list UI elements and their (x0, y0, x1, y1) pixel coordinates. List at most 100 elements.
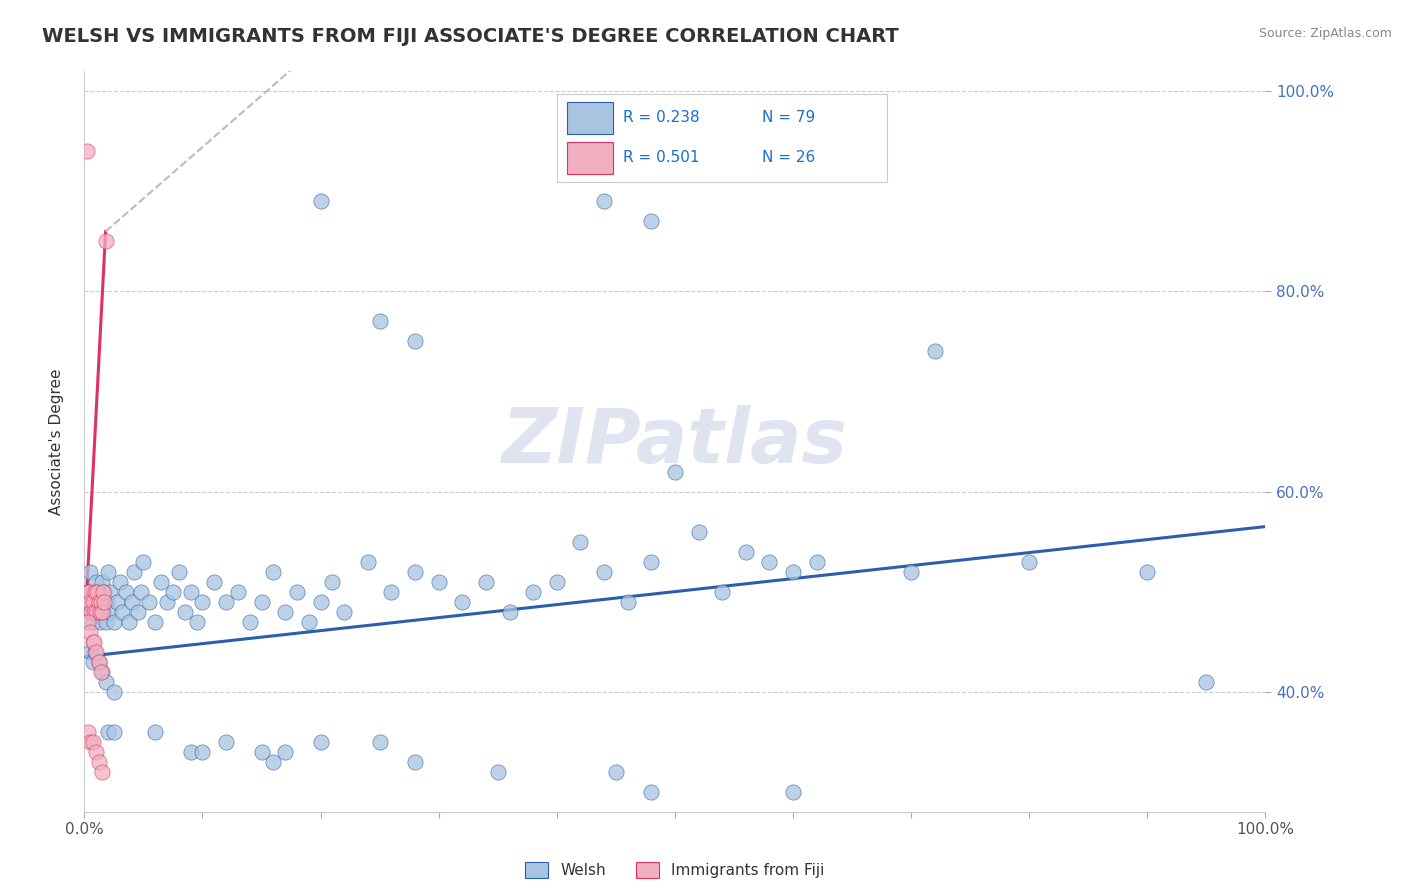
Point (77, 615, 100, 629)
Point (309, 594, 332, 608)
Text: WELSH VS IMMIGRANTS FROM FIJI ASSOCIATE'S DEGREE CORRELATION CHART: WELSH VS IMMIGRANTS FROM FIJI ASSOCIATE'… (42, 27, 898, 45)
Point (91, 605, 114, 619)
Point (167, 565, 190, 579)
Point (215, 594, 238, 608)
Point (498, 605, 520, 619)
Point (688, 524, 710, 539)
Point (94, 615, 117, 629)
Point (77, 724, 100, 739)
Point (191, 594, 214, 608)
Point (80, 605, 103, 619)
Point (77, 584, 100, 599)
Point (82, 594, 104, 608)
Point (191, 745, 214, 759)
Point (239, 615, 262, 629)
Point (616, 594, 638, 608)
Point (79, 734, 101, 748)
Point (806, 555, 828, 569)
Point (83, 584, 105, 599)
Point (103, 615, 125, 629)
Point (91, 764, 114, 779)
Y-axis label: Associate's Degree: Associate's Degree (49, 368, 63, 515)
Point (129, 584, 152, 599)
Point (298, 615, 321, 629)
Point (250, 745, 273, 759)
Point (404, 565, 426, 579)
Point (82, 655, 104, 669)
Point (83, 605, 105, 619)
Point (1018, 555, 1040, 569)
Point (103, 684, 125, 698)
Point (262, 755, 284, 769)
Point (114, 584, 136, 599)
Point (309, 734, 332, 748)
Point (98, 605, 121, 619)
Point (782, 565, 804, 579)
Point (173, 605, 195, 619)
Point (162, 584, 184, 599)
Point (758, 555, 780, 569)
Point (404, 334, 426, 349)
Point (90, 594, 112, 608)
Point (1195, 674, 1218, 689)
Point (593, 194, 616, 209)
Point (82, 634, 104, 648)
Point (368, 314, 391, 328)
Point (321, 574, 343, 589)
Text: Source: ZipAtlas.com: Source: ZipAtlas.com (1258, 27, 1392, 40)
Point (782, 785, 804, 799)
Point (924, 344, 946, 359)
Point (83, 634, 105, 648)
Point (84, 584, 107, 599)
Point (79, 594, 101, 608)
Point (90, 665, 112, 679)
Point (333, 605, 356, 619)
Point (91, 574, 114, 589)
Point (215, 734, 238, 748)
Point (96, 594, 118, 608)
Point (89, 605, 111, 619)
Point (122, 565, 145, 579)
Point (93, 594, 115, 608)
Point (475, 574, 498, 589)
Text: ZIPatlas: ZIPatlas (502, 405, 848, 478)
Point (84, 645, 107, 659)
Point (79, 645, 101, 659)
Point (82, 734, 104, 748)
Point (98, 584, 121, 599)
Point (640, 555, 662, 569)
Point (309, 194, 332, 209)
Point (84, 645, 107, 659)
Point (97, 565, 120, 579)
Point (87, 755, 110, 769)
Point (285, 584, 308, 599)
Point (84, 745, 107, 759)
Point (94, 235, 117, 249)
Point (664, 465, 686, 479)
Point (84, 594, 107, 608)
Point (87, 655, 110, 669)
Point (87, 594, 110, 608)
Point (226, 584, 249, 599)
Point (108, 574, 131, 589)
Point (368, 734, 391, 748)
Point (143, 615, 166, 629)
Point (427, 574, 450, 589)
Point (118, 615, 141, 629)
Point (143, 724, 166, 739)
Point (900, 565, 922, 579)
Point (180, 745, 202, 759)
Point (91, 605, 114, 619)
Point (90, 594, 112, 608)
Point (91, 665, 114, 679)
Point (274, 745, 297, 759)
Point (76, 145, 98, 159)
Point (262, 565, 284, 579)
Point (77, 584, 100, 599)
Point (486, 764, 509, 779)
Legend: Welsh, Immigrants from Fiji: Welsh, Immigrants from Fiji (517, 855, 832, 886)
Point (91, 584, 114, 599)
Point (711, 584, 734, 599)
Point (546, 574, 568, 589)
Point (79, 624, 101, 639)
